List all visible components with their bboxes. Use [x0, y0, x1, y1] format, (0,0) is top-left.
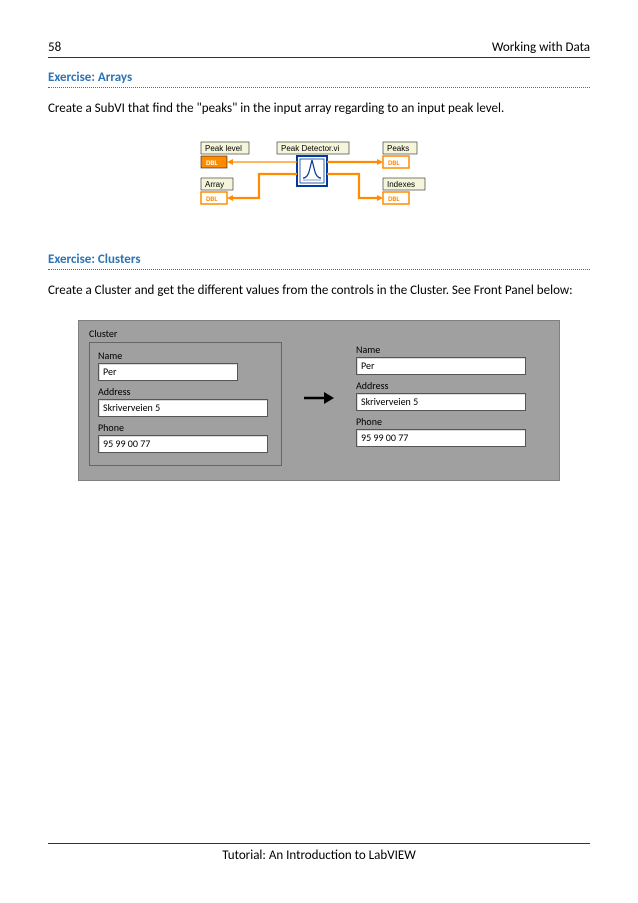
cluster-title: Cluster — [89, 327, 282, 340]
page-header: 58 Working with Data — [48, 40, 590, 58]
diagram-dbl-label: DBL — [206, 158, 217, 167]
address-output: Skriverveien 5 — [356, 393, 526, 411]
diagram-indexes-label: Indexes — [387, 180, 415, 189]
name-label: Name — [98, 349, 273, 362]
diagram-peak-level-label: Peak level — [205, 144, 242, 153]
address-label: Address — [98, 385, 273, 398]
exercise-clusters-heading: Exercise: Clusters — [48, 252, 590, 270]
chapter-title: Working with Data — [492, 40, 590, 55]
diagram-array-label: Array — [205, 180, 224, 189]
exercise-arrays-body: Create a SubVI that find the "peaks" in … — [48, 100, 590, 118]
name-input[interactable]: Per — [98, 363, 238, 381]
cluster-front-panel: Cluster Name Per Address Skriverveien 5 … — [78, 320, 560, 481]
diagram-peaks-label: Peaks — [387, 144, 409, 153]
peak-detector-diagram: Peak level DBL Array DBL Peak Detector.v… — [48, 138, 590, 222]
phone-label-r: Phone — [356, 415, 549, 428]
arrow-icon — [300, 383, 338, 411]
page-number: 58 — [48, 40, 61, 55]
diagram-dbl-label-3: DBL — [388, 158, 399, 167]
diagram-dbl-label-2: DBL — [206, 194, 217, 203]
exercise-clusters-body: Create a Cluster and get the different v… — [48, 282, 590, 300]
page-footer: Tutorial: An Introduction to LabVIEW — [48, 843, 590, 863]
name-output: Per — [356, 357, 526, 375]
cluster-box: Name Per Address Skriverveien 5 Phone 95… — [89, 342, 282, 466]
cluster-left-group: Cluster Name Per Address Skriverveien 5 … — [89, 327, 282, 466]
phone-input[interactable]: 95 99 00 77 — [98, 435, 268, 453]
diagram-dbl-label-4: DBL — [388, 194, 399, 203]
diagram-vi-title: Peak Detector.vi — [281, 144, 339, 153]
name-label-r: Name — [356, 343, 549, 356]
phone-output: 95 99 00 77 — [356, 429, 526, 447]
cluster-right-group: Name Per Address Skriverveien 5 Phone 95… — [356, 343, 549, 451]
footer-text: Tutorial: An Introduction to LabVIEW — [222, 848, 416, 863]
address-input[interactable]: Skriverveien 5 — [98, 399, 268, 417]
address-label-r: Address — [356, 379, 549, 392]
phone-label: Phone — [98, 421, 273, 434]
exercise-arrays-heading: Exercise: Arrays — [48, 70, 590, 88]
